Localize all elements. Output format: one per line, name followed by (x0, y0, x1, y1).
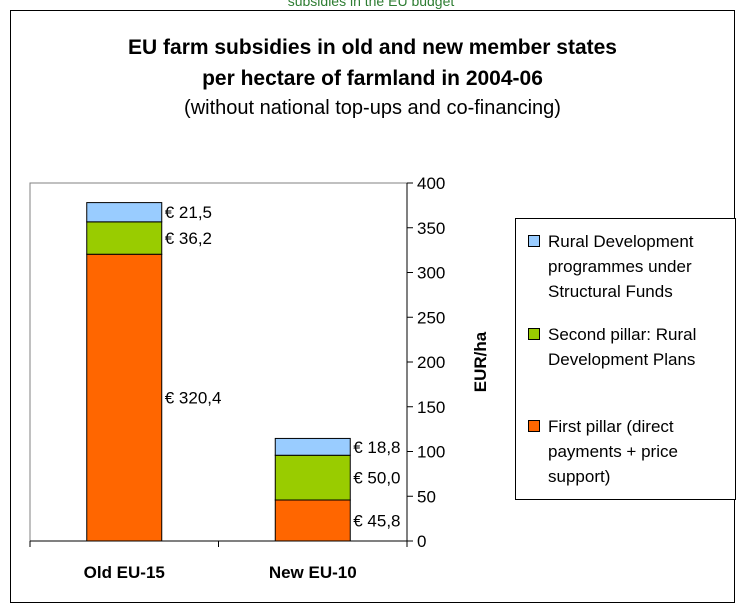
data-label-first-pillar: € 45,8 (353, 512, 400, 531)
chart-subtitle: (without national top-ups and co-financi… (184, 97, 561, 119)
bar-segment-structural-funds (274, 437, 351, 456)
chart-title-line-2: per hectare of farmland in 2004-06 (202, 67, 543, 90)
legend-label-line: Structural Funds (548, 282, 673, 301)
y-axis-label: EUR/ha (471, 331, 490, 392)
legend-label-line: Development Plans (548, 350, 696, 369)
y-tick-label: 0 (417, 532, 426, 551)
x-category-label: New EU-10 (269, 563, 357, 582)
top-caption: subsidies in the EU budget (287, 0, 455, 9)
y-tick-label: 100 (417, 443, 445, 462)
x-category-label: Old EU-15 (84, 563, 165, 582)
bar-segment-first-pillar (86, 253, 163, 542)
y-tick-label: 50 (417, 487, 436, 506)
chart-title-line-1: EU farm subsidies in old and new member … (128, 36, 617, 59)
y-tick-label: 350 (417, 219, 445, 238)
legend-label-first-pillar: First pillar (direct payments + price su… (548, 414, 738, 489)
data-label-structural-funds: € 21,5 (165, 203, 212, 222)
y-tick-label: 300 (417, 264, 445, 283)
bar-segment-second-pillar (86, 221, 163, 255)
legend-swatch-first-pillar (528, 420, 540, 432)
legend-label-line: Rural Development (548, 232, 694, 251)
legend-label-line: Second pillar: Rural (548, 325, 697, 344)
y-tick-label: 200 (417, 353, 445, 372)
bar-segment-structural-funds (86, 202, 163, 223)
legend-label-structural-funds: Rural Development programmes under Struc… (548, 229, 738, 304)
data-label-first-pillar: € 320,4 (165, 389, 222, 408)
legend-label-line: First pillar (direct (548, 417, 674, 436)
legend-swatch-second-pillar (528, 328, 540, 340)
bar-segment-second-pillar (274, 454, 351, 501)
legend-label-line: programmes under (548, 257, 692, 276)
chart-legend: Rural Development programmes under Struc… (515, 218, 736, 500)
legend-label-line: support) (548, 467, 611, 486)
y-tick-label: 400 (417, 174, 445, 193)
data-label-structural-funds: € 18,8 (353, 438, 400, 457)
data-label-second-pillar: € 36,2 (165, 229, 212, 248)
legend-swatch-structural-funds (528, 235, 540, 247)
legend-label-second-pillar: Second pillar: Rural Development Plans (548, 322, 738, 372)
bar-segment-first-pillar (274, 499, 351, 542)
y-tick-label: 150 (417, 398, 445, 417)
y-tick-label: 250 (417, 308, 445, 327)
legend-label-line: payments + price (548, 442, 678, 461)
data-label-second-pillar: € 50,0 (353, 469, 400, 488)
